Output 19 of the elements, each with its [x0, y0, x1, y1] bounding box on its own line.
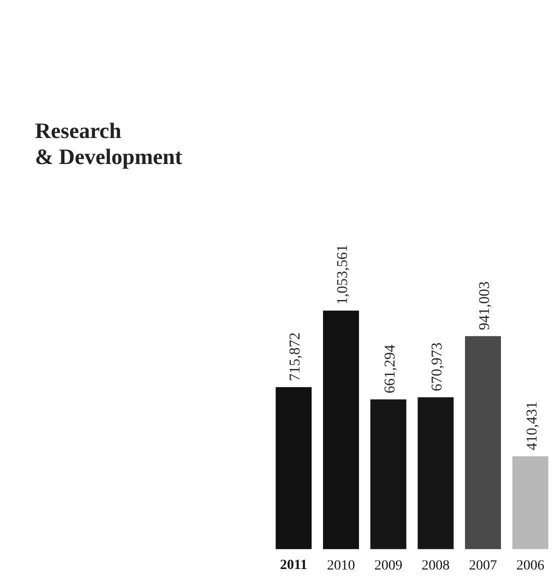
- bar: [465, 336, 501, 550]
- data-label: 941,003: [477, 281, 493, 330]
- bar: [276, 387, 312, 550]
- bar: [418, 397, 454, 550]
- x-tick-label: 2010: [327, 558, 355, 574]
- x-tick-label: 2008: [422, 558, 450, 574]
- bar: [512, 456, 548, 550]
- chart-title: Research & Development: [35, 118, 182, 170]
- data-label: 715,872: [288, 332, 304, 382]
- data-label: 670,973: [430, 342, 446, 392]
- x-tick-label: 2009: [374, 558, 402, 574]
- bar: [370, 399, 406, 550]
- x-tick-label: 2011: [280, 558, 308, 574]
- x-tick-label: 2006: [516, 558, 544, 574]
- data-label: 410,431: [524, 402, 540, 450]
- data-label: 661,294: [382, 344, 398, 394]
- data-label: 1,053,561: [335, 244, 351, 305]
- bar: [323, 310, 359, 550]
- x-tick-label: 2007: [469, 558, 497, 574]
